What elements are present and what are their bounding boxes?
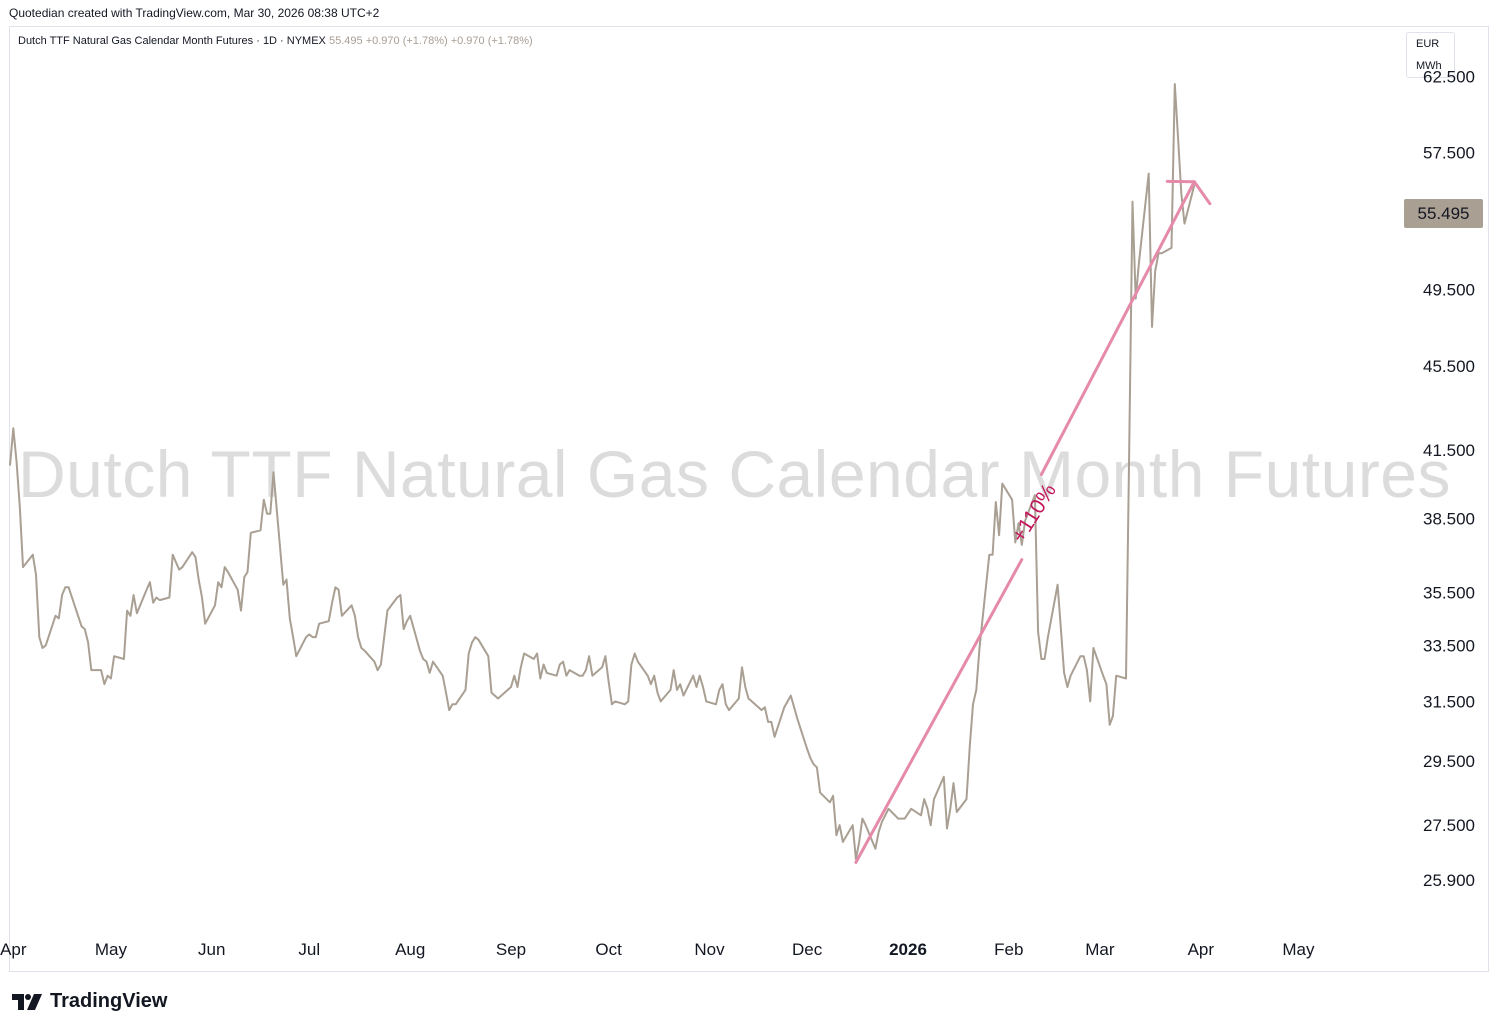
- x-tick-label: Dec: [792, 940, 823, 959]
- y-tick-label: 27.500: [1423, 816, 1475, 835]
- y-tick-label: 49.500: [1423, 280, 1475, 299]
- y-tick-label: 62.500: [1423, 68, 1475, 87]
- symbol-watermark: Dutch TTF Natural Gas Calendar Month Fut…: [18, 437, 1452, 511]
- x-tick-label: Apr: [0, 940, 27, 959]
- y-axis: 62.50057.50053.50049.50045.50041.50038.5…: [1423, 68, 1475, 890]
- last-price-value: 55.495: [328, 35, 363, 47]
- y-tick-label: 35.500: [1423, 583, 1475, 602]
- annotations: +110%: [854, 179, 1212, 864]
- x-tick-label: Apr: [1188, 940, 1215, 959]
- x-tick-label: Nov: [694, 940, 725, 959]
- x-tick-label: Aug: [395, 940, 425, 959]
- y-tick-label: 29.500: [1423, 752, 1475, 771]
- last-price-tag: 55.495: [1404, 199, 1483, 228]
- y-tick-label: 38.500: [1423, 509, 1475, 528]
- currency-label: EUR: [1416, 38, 1440, 50]
- change-value-1: +0.970 (+1.78%): [365, 35, 448, 47]
- price-line: [9, 83, 1196, 860]
- change-value-2: +0.970 (+1.78%): [450, 35, 533, 47]
- symbol-legend: Dutch TTF Natural Gas Calendar Month Fut…: [18, 35, 533, 47]
- x-tick-label: Oct: [595, 940, 622, 959]
- chart-frame: [9, 26, 1489, 972]
- x-tick-label: Jul: [298, 940, 320, 959]
- x-tick-label: Jun: [198, 940, 225, 959]
- chart-credit: Quotedian created with TradingView.com, …: [9, 6, 380, 20]
- x-tick-label: Mar: [1085, 940, 1115, 959]
- x-axis: Apr May Jun Jul Aug Sep Oct Nov Dec 2026 Feb Mar Apr…: [0, 940, 1315, 959]
- unit-selector[interactable]: EUR MWh: [1406, 32, 1455, 78]
- x-tick-label: May: [1282, 940, 1315, 959]
- trend-arrow-head: [1165, 179, 1212, 206]
- trend-arrow-line: [1039, 180, 1196, 476]
- y-tick-label: 25.900: [1423, 871, 1475, 890]
- price-series: [9, 83, 1196, 860]
- y-tick-label: 57.500: [1423, 144, 1475, 163]
- percent-change-label: +110%: [1007, 480, 1061, 547]
- trend-arrow-line: [854, 558, 1024, 864]
- y-tick-label: 33.500: [1423, 636, 1475, 655]
- symbol-description: Dutch TTF Natural Gas Calendar Month Fut…: [18, 35, 326, 47]
- x-tick-label: Feb: [994, 940, 1023, 959]
- y-tick-label: 31.500: [1423, 692, 1475, 711]
- tradingview-logo[interactable]: TradingView: [12, 990, 167, 1013]
- x-tick-label: Sep: [496, 940, 526, 959]
- brand-name: TradingView: [50, 990, 168, 1012]
- tradingview-logo-icon: [12, 993, 42, 1010]
- x-tick-label: 2026: [889, 940, 927, 959]
- unit-label: MWh: [1416, 60, 1442, 72]
- x-tick-label: May: [95, 940, 128, 959]
- y-tick-label: 45.500: [1423, 357, 1475, 376]
- y-tick-label: 41.500: [1423, 441, 1475, 460]
